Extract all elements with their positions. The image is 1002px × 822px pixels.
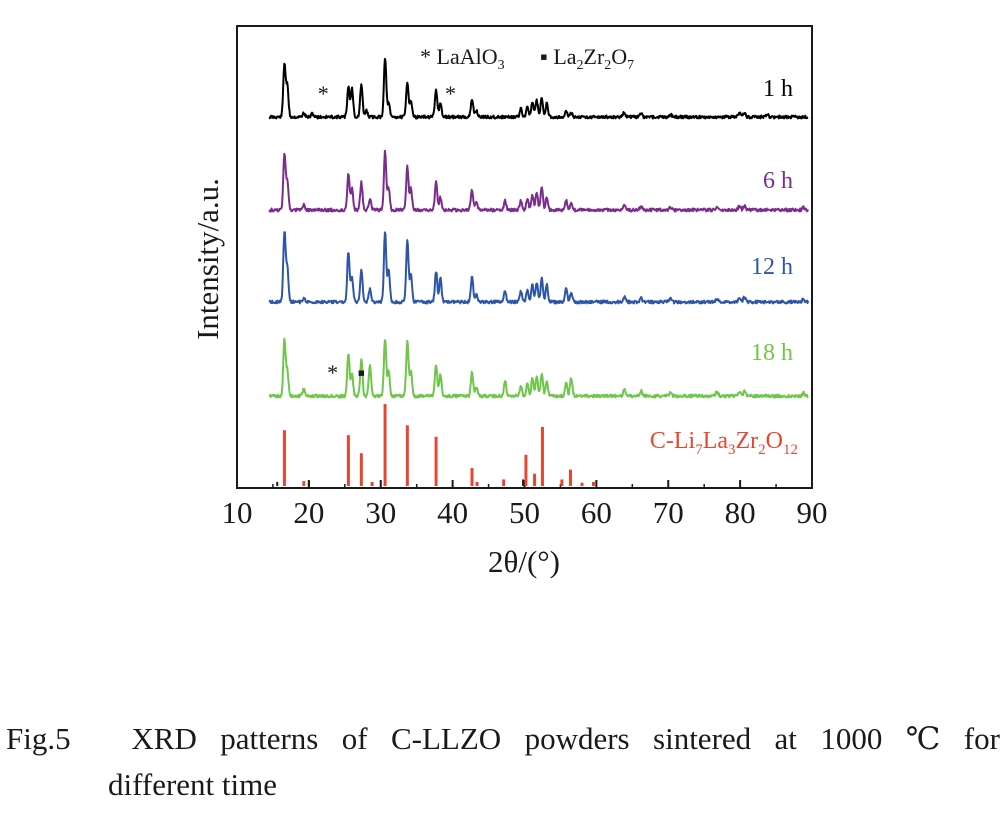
legend-text-part: 2 [604, 58, 611, 73]
trace-label: 6 h [763, 168, 793, 194]
caption-word: of [341, 721, 368, 756]
reference-label: C-Li7La3Zr2O12 [650, 428, 798, 458]
trace-6h: 6 h [268, 149, 810, 213]
reference-pattern: C-Li7La3Zr2O12 [276, 404, 798, 486]
caption-line-2: different time [108, 767, 278, 802]
trace-line [268, 337, 809, 399]
reference-label-part: C-Li [650, 428, 696, 454]
phase-marker: * [445, 81, 456, 106]
reference-label-part: 2 [758, 442, 766, 458]
x-tick-label: 70 [653, 495, 684, 530]
phase-marker: ▪ [357, 360, 365, 385]
caption-line-1: Fig.5 XRD patterns of C-LLZO powders sintered… [6, 716, 1000, 762]
trace-label: 1 h [763, 76, 793, 102]
x-tick-label: 10 [222, 495, 253, 530]
trace-12h: 12 h [268, 231, 810, 305]
caption-word: XRD [131, 721, 197, 756]
y-axis-label: Intensity/a.u. [190, 178, 225, 340]
caption-word: 1000 [820, 721, 883, 756]
reference-label-part: 7 [695, 442, 703, 458]
caption-word: powders [524, 721, 630, 756]
x-axis-label: 2θ/(°) [488, 544, 560, 579]
trace-label: 18 h [751, 340, 793, 366]
caption-word: at [774, 721, 797, 756]
reference-label-part: 3 [728, 442, 736, 458]
caption-figure-number: Fig.5 [6, 721, 71, 756]
trace-1h: 1 h * * [268, 57, 809, 120]
legend-text: LaAlO [437, 44, 498, 69]
reference-label-part: La [703, 428, 729, 454]
x-tick-label: 90 [797, 495, 828, 530]
caption-word: ℃ [905, 721, 941, 756]
caption-word: patterns [220, 721, 319, 756]
legend-entry-laalo3: * LaAlO3 [420, 44, 505, 73]
reference-label-part: Zr [736, 428, 759, 454]
legend-text-part: 7 [627, 58, 634, 73]
trace-line [268, 57, 809, 120]
figure-caption: Fig.5 XRD patterns of C-LLZO powders sintered… [6, 716, 1000, 808]
xrd-figure: 10 20 30 40 50 60 70 80 90 1 h * * 6 h 12 h 18 h * ▪ C-… [190, 25, 828, 579]
legend-marker: ▪ [540, 44, 553, 69]
trace-line [268, 149, 810, 213]
phase-marker: * [327, 360, 338, 385]
trace-18h: 18 h * ▪ [268, 337, 809, 399]
x-tick-label: 20 [293, 495, 324, 530]
phase-legend: * LaAlO3 ▪ La2Zr2O7 [420, 44, 634, 73]
legend-marker: * [420, 44, 437, 69]
x-tick-label: 30 [365, 495, 396, 530]
trace-label: 12 h [751, 254, 793, 280]
caption-word: for [963, 721, 1000, 756]
x-axis-ticks [236, 480, 813, 488]
x-tick-label: 80 [725, 495, 756, 530]
legend-text-part: La [553, 44, 576, 69]
reference-label-part: 12 [783, 442, 798, 458]
legend-text-part: Zr [584, 44, 605, 69]
caption-word: sintered [653, 721, 752, 756]
x-axis-tick-labels: 10 20 30 40 50 60 70 80 90 [222, 495, 828, 530]
legend-text-part: O [611, 44, 627, 69]
legend-entry-la2zr2o7: ▪ La2Zr2O7 [540, 44, 634, 73]
caption-word: C-LLZO [390, 721, 502, 756]
legend-sub: 3 [498, 58, 505, 73]
phase-marker: * [318, 81, 329, 106]
reference-label-part: O [766, 428, 783, 454]
x-tick-label: 50 [509, 495, 540, 530]
x-tick-label: 40 [437, 495, 468, 530]
trace-line [268, 231, 810, 305]
legend-text-part: 2 [577, 58, 584, 73]
xrd-traces: 1 h * * 6 h 12 h 18 h * ▪ [268, 57, 810, 399]
x-tick-label: 60 [581, 495, 612, 530]
